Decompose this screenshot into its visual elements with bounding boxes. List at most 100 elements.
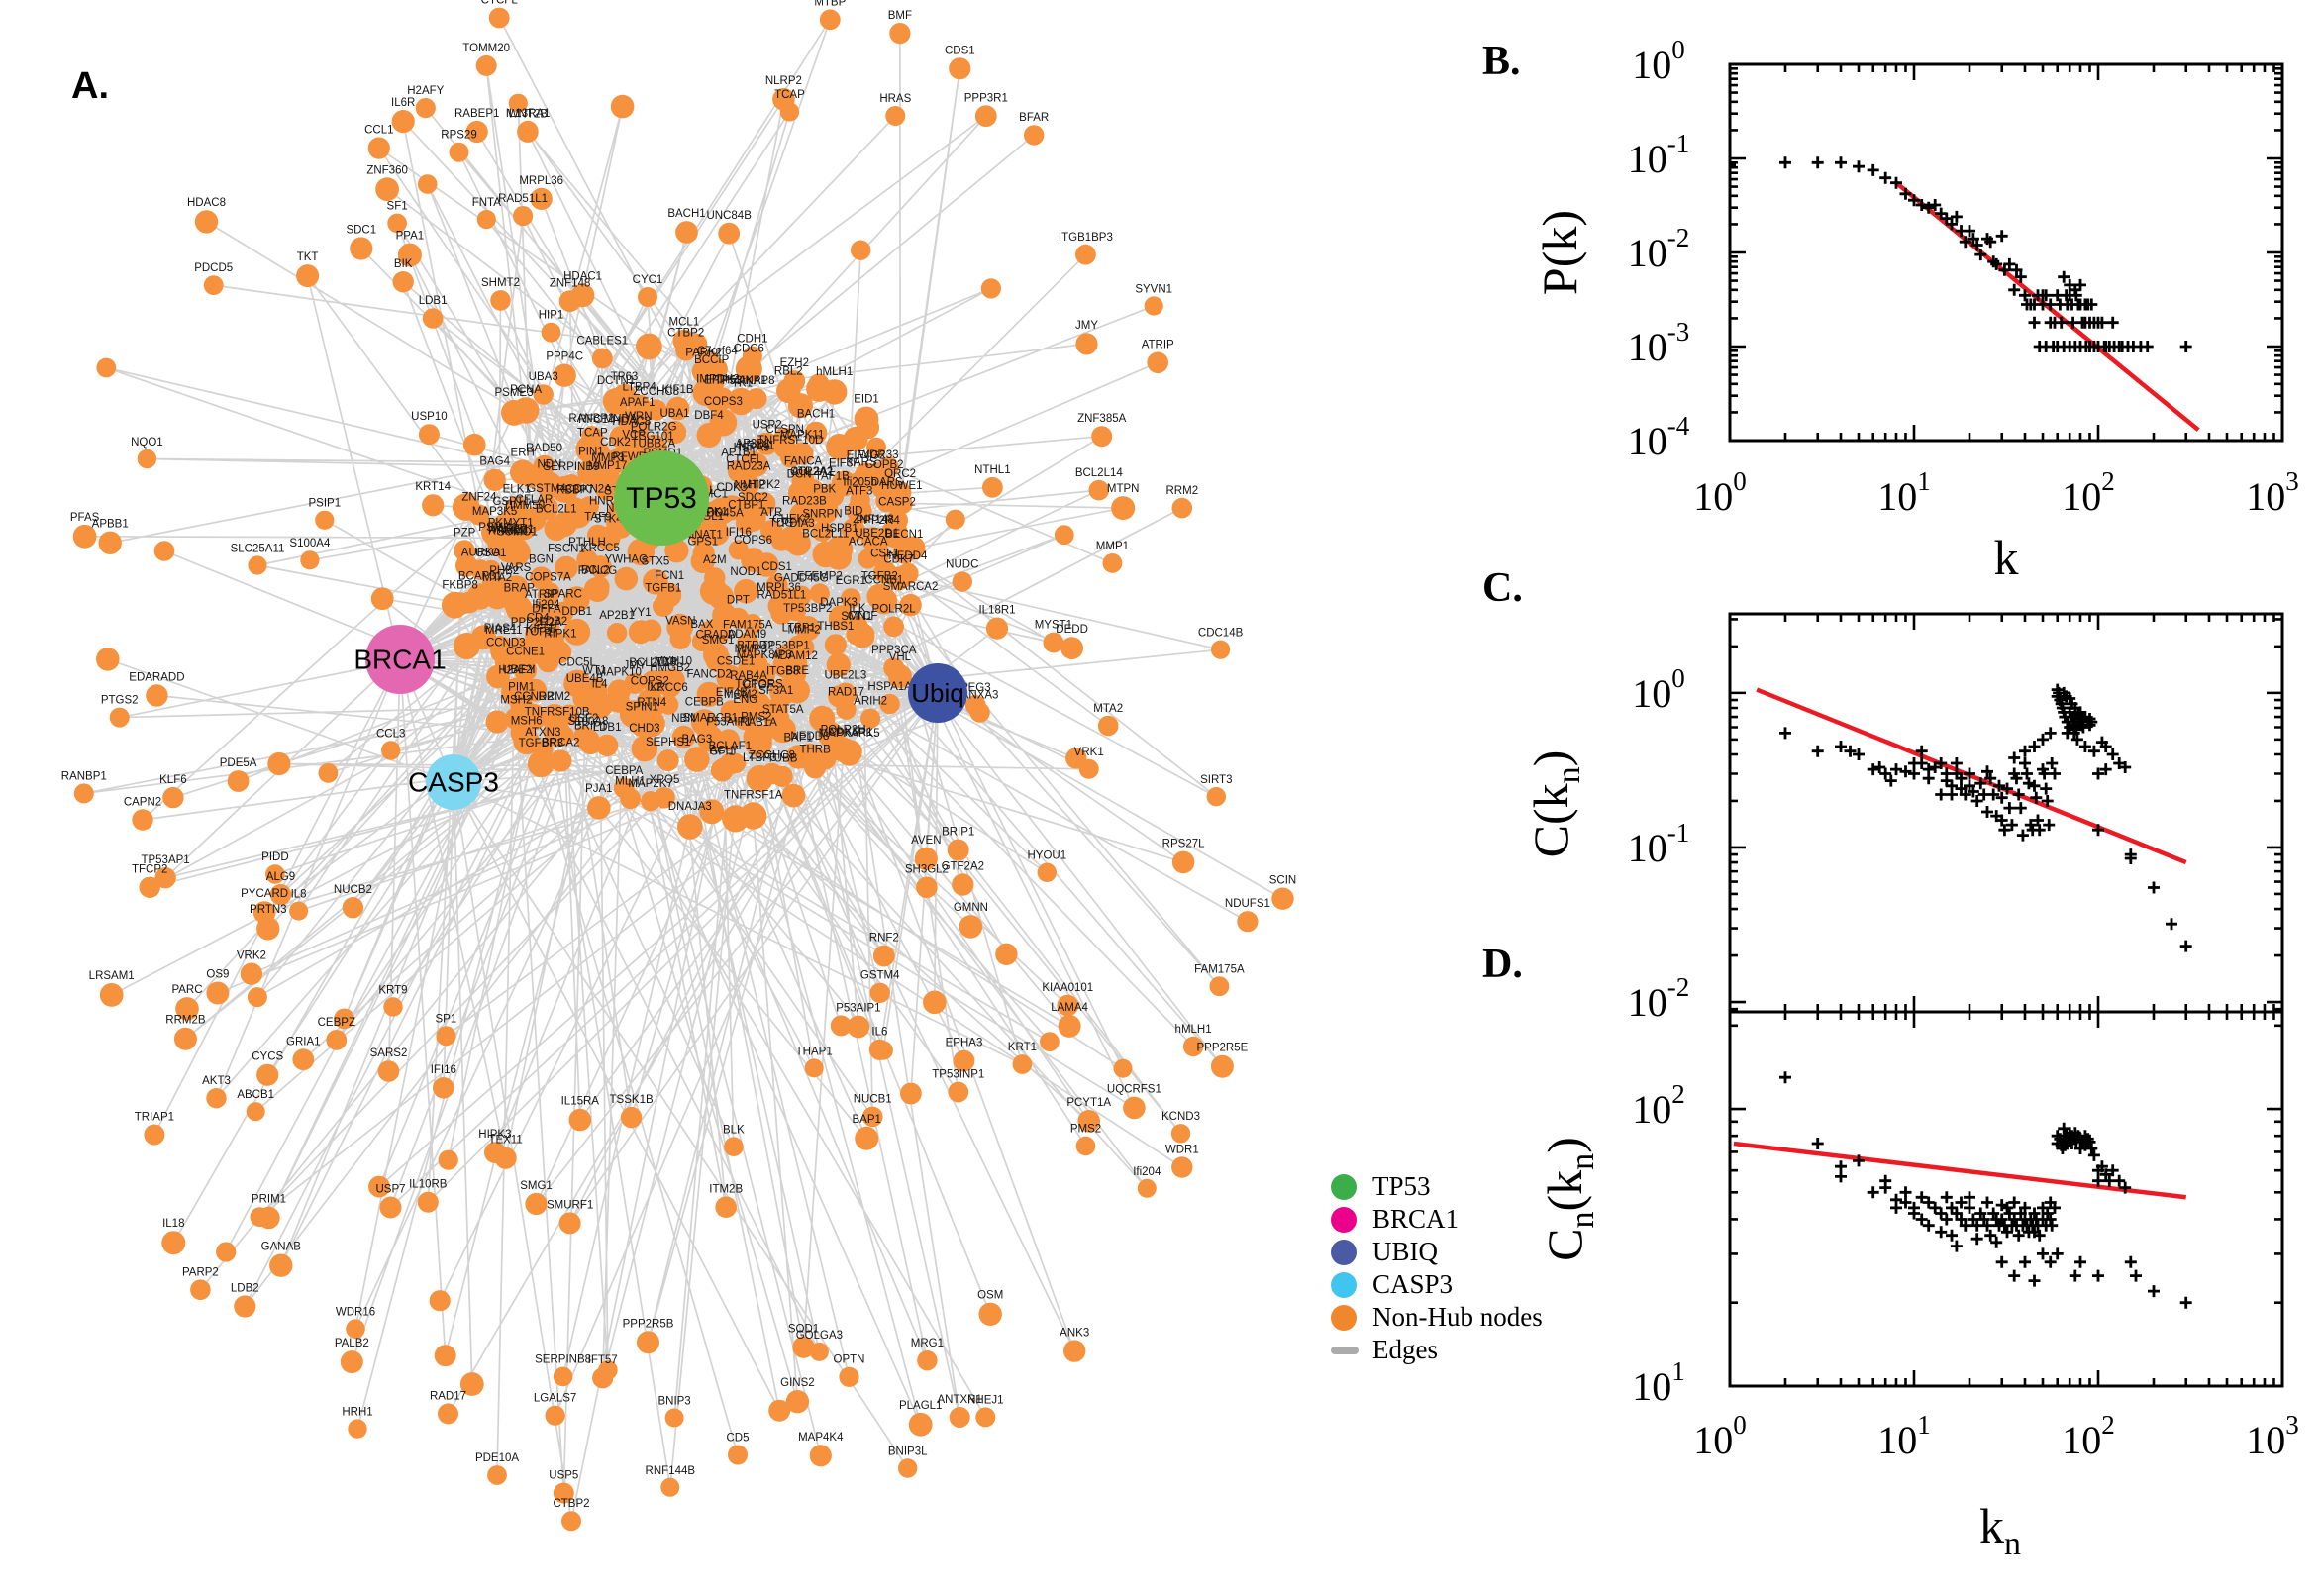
- non-hub-node: [672, 329, 696, 352]
- gene-label: BRCA2: [542, 737, 579, 748]
- non-hub-node: [1077, 1110, 1100, 1133]
- non-hub-node: [856, 416, 880, 440]
- gene-label: WNT2B: [508, 108, 549, 120]
- non-hub-node: [851, 240, 871, 260]
- non-hub-node: [527, 750, 555, 778]
- gene-label: H2AFY: [407, 85, 444, 97]
- gene-label: VHL: [889, 651, 912, 663]
- non-hub-node: [664, 1408, 684, 1428]
- non-hub-node: [1097, 715, 1119, 737]
- non-hub-node: [636, 333, 662, 360]
- gene-label: USF2: [569, 713, 598, 725]
- non-hub-node: [745, 729, 772, 757]
- gene-label: KRT14: [415, 481, 451, 493]
- non-hub-node: [959, 915, 983, 939]
- y-axis-title: Cn​(kn​): [1537, 1137, 1601, 1261]
- gene-label: OS9: [206, 969, 229, 981]
- gene-label: SEPHS1: [646, 737, 690, 748]
- gene-label: GADD45G: [774, 573, 829, 585]
- gene-label: LTBR: [650, 657, 678, 669]
- gene-label: SF1: [387, 201, 408, 213]
- gene-label: ITGB1BP3: [1059, 232, 1113, 244]
- gene-label: RAD17: [828, 687, 864, 699]
- gene-label: ALG9: [266, 871, 295, 883]
- legend: TP53 BRCA1 UBIQ CASP3 Non-Hub nodes Edges: [1331, 1170, 1543, 1366]
- non-hub-node: [665, 396, 690, 421]
- gene-label: BECN1: [885, 529, 923, 541]
- gene-label: CDC6: [734, 343, 764, 354]
- gene-label: RPS29: [441, 130, 476, 142]
- non-hub-node: [696, 349, 720, 373]
- hub-node-tp53: TP53: [614, 450, 709, 546]
- gene-label: CAPN2: [124, 796, 161, 808]
- non-hub-node: [576, 729, 600, 752]
- gene-label: TP63: [611, 371, 639, 383]
- gene-label: TAF1B: [815, 470, 850, 482]
- non-hub-node: [861, 1106, 883, 1128]
- non-hub-node: [558, 290, 581, 313]
- gene-label: DNAJA3: [668, 801, 712, 813]
- non-hub-node: [847, 1015, 870, 1039]
- gene-label: SDC1: [346, 224, 376, 236]
- non-hub-node: [804, 1058, 824, 1078]
- gene-label: NHEJ1: [967, 1394, 1003, 1406]
- gene-label: EID1: [854, 394, 879, 406]
- gene-label: SUMO1: [497, 527, 538, 539]
- ppi-network-graph: TCAP NHEJ1 Ifi204 TP53INP1 P53AIP1 H2AFY SMG1 Z…: [61, 0, 1296, 1532]
- non-hub-node: [839, 740, 862, 764]
- non-hub-node: [746, 764, 773, 793]
- gene-label: GRIA1: [286, 1036, 321, 1047]
- non-hub-node: [240, 962, 263, 985]
- gene-label: PSME3: [495, 387, 534, 399]
- non-hub-node: [109, 707, 130, 728]
- non-hub-node: [514, 658, 538, 682]
- gene-label: IL13RA1: [506, 108, 551, 120]
- gene-label: MAPK8IP3: [737, 649, 792, 661]
- gene-label: HDAC8: [612, 416, 651, 428]
- non-hub-node: [883, 657, 905, 679]
- non-hub-node: [1024, 125, 1045, 146]
- non-hub-node: [769, 678, 797, 706]
- non-hub-node: [595, 465, 620, 490]
- gene-label: BCL2L11: [802, 529, 849, 541]
- gene-label: ZCCHC8: [749, 750, 795, 762]
- non-hub-node: [945, 509, 965, 530]
- gene-label: IL18R1: [978, 605, 1015, 617]
- non-hub-node: [734, 579, 758, 604]
- gene-label: UBE2L3: [824, 670, 866, 682]
- gene-label: RAD23A: [727, 461, 771, 473]
- gene-label: KIAA0101: [1042, 982, 1093, 994]
- gene-label: TGFB2: [861, 571, 898, 583]
- gene-label: TDG: [769, 518, 793, 530]
- non-hub-node: [737, 641, 758, 662]
- non-hub-node: [799, 479, 825, 505]
- non-hub-node: [692, 379, 720, 407]
- gene-label: RABEP1: [454, 108, 499, 120]
- gene-label: GSTM4: [527, 483, 566, 495]
- non-hub-node: [638, 287, 657, 307]
- gene-label: BAX: [690, 619, 713, 631]
- panel-c-label: C.: [1482, 565, 1523, 611]
- gene-label: NLRP2: [765, 75, 802, 87]
- non-hub-node: [422, 494, 445, 517]
- non-hub-node: [787, 393, 814, 419]
- gene-label: BRIP1: [574, 721, 607, 733]
- non-hub-node: [1088, 479, 1110, 501]
- non-hub-node: [417, 174, 438, 194]
- gene-label: MCL1: [669, 317, 700, 329]
- gene-label: NEDD4: [888, 550, 928, 562]
- non-hub-node: [533, 384, 554, 405]
- gene-label: NHEJ1: [498, 524, 534, 536]
- non-hub-node: [784, 598, 807, 622]
- gene-label: BCL2L14: [1075, 467, 1124, 479]
- gene-label: UBA3: [529, 371, 558, 383]
- y-axis-title: P(k): [1532, 210, 1587, 295]
- non-hub-node: [819, 9, 841, 31]
- non-hub-node: [256, 1063, 279, 1086]
- non-hub-node: [703, 642, 729, 668]
- gene-label: ATRIP: [525, 589, 557, 601]
- gene-label: BRAP: [504, 583, 536, 595]
- gene-label: CD4: [527, 613, 551, 625]
- gene-label: IFT57: [588, 1354, 618, 1366]
